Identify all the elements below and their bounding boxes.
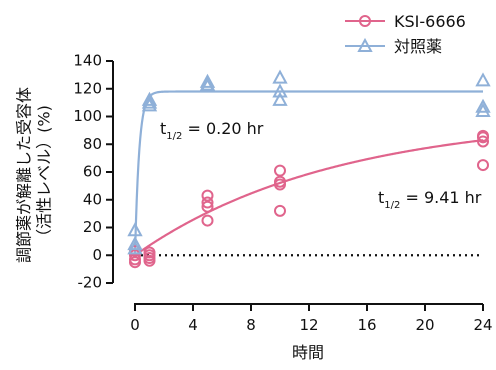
data-point-control [475, 72, 491, 87]
y-tick-label: 0 [92, 246, 102, 264]
y-tick-label: 140 [73, 52, 102, 70]
data-point-ksi-6666 [477, 129, 489, 142]
data-point-ksi-6666 [201, 189, 214, 202]
y-axis-ticks: -20 0 20 40 60 80 100 120 140 [73, 52, 113, 292]
data-point-ksi-6666 [201, 214, 214, 227]
data-point-ksi-6666 [129, 256, 141, 269]
legend: KSI-6666 対照薬 [345, 12, 466, 56]
data-point-control [272, 91, 288, 106]
control-half-life-annotation: t1/2 = 0.20 hr [160, 119, 264, 142]
data-point-control [127, 240, 143, 255]
legend-label-control: 対照薬 [394, 37, 442, 56]
data-point-control [141, 94, 158, 109]
x-axis-ticks: 0 4 8 12 16 20 24 [130, 304, 493, 334]
legend-marker-ksi [359, 15, 371, 27]
data-point-control [272, 83, 288, 98]
data-point-ksi-6666 [201, 196, 214, 209]
fit-curve-control [133, 90, 483, 256]
data-point-control [141, 91, 158, 106]
y-tick-label: 20 [83, 218, 102, 236]
data-point-control [475, 98, 491, 113]
data-point-control [199, 73, 216, 88]
x-tick-label: 20 [415, 316, 434, 334]
data-point-control [199, 77, 216, 92]
y-axis-title-line1: 調節薬が解離した受容体 [15, 87, 34, 263]
x-tick-label: 4 [188, 316, 198, 334]
y-tick-label: 120 [73, 79, 102, 97]
data-point-ksi-6666 [274, 164, 286, 177]
x-tick-label: 24 [473, 316, 492, 334]
x-axis-title: 時間 [292, 343, 324, 362]
legend-label-ksi: KSI-6666 [394, 12, 466, 31]
fit-curves [133, 90, 484, 257]
y-tick-label: 100 [73, 107, 102, 125]
data-point-ksi-6666 [274, 175, 286, 188]
fit-curve-ksi-6666 [134, 139, 484, 257]
data-point-ksi-6666 [129, 249, 141, 262]
y-axis-title-line2: （活性レベル）(%) [35, 105, 54, 245]
data-point-control [141, 97, 158, 112]
x-tick-label: 8 [246, 316, 256, 334]
data-points [127, 69, 491, 269]
data-point-control [272, 69, 288, 84]
data-point-ksi-6666 [143, 249, 156, 262]
data-point-control [475, 102, 491, 117]
x-tick-label: 0 [130, 316, 140, 334]
data-point-control [127, 222, 143, 237]
data-point-ksi-6666 [274, 204, 286, 217]
y-tick-label: -20 [78, 274, 103, 292]
x-tick-label: 12 [299, 316, 318, 334]
ksi-half-life-annotation: t1/2 = 9.41 hr [378, 188, 482, 211]
y-tick-label: 40 [83, 190, 102, 208]
y-tick-label: 60 [83, 163, 102, 181]
y-tick-label: 80 [83, 135, 102, 153]
data-point-ksi-6666 [477, 135, 489, 148]
data-point-ksi-6666 [477, 159, 489, 172]
data-point-control [127, 236, 143, 251]
x-tick-label: 16 [357, 316, 376, 334]
legend-marker-control [357, 37, 373, 52]
data-point-ksi-6666 [201, 200, 214, 213]
data-point-ksi-6666 [143, 254, 156, 267]
